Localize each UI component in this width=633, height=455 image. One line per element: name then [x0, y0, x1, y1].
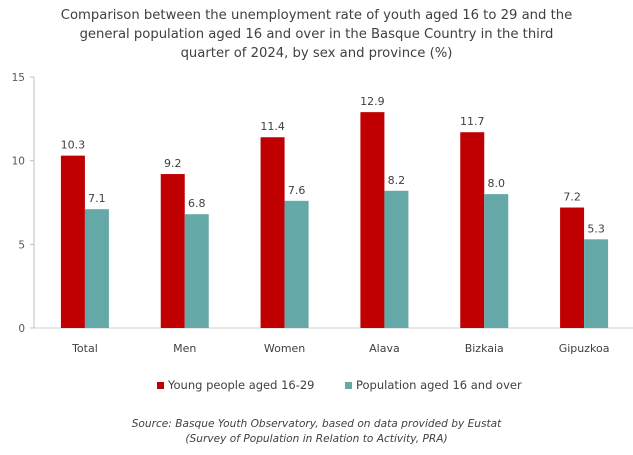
x-tick-label: Alava — [369, 342, 400, 355]
bar-population-women — [284, 200, 309, 328]
chart-title: Comparison between the unemployment rate… — [0, 6, 633, 63]
data-label: 7.1 — [88, 192, 106, 205]
bars — [60, 112, 609, 328]
legend-label-population: Population aged 16 and over — [356, 378, 522, 392]
x-tick-label: Total — [71, 342, 98, 355]
bar-population-alava — [384, 190, 409, 328]
y-tick-label: 5 — [18, 239, 25, 251]
data-label: 11.7 — [460, 115, 485, 128]
data-label: 6.8 — [188, 197, 206, 210]
y-tick-label: 0 — [18, 323, 25, 335]
data-label: 5.3 — [587, 222, 605, 235]
bar-population-total — [84, 209, 109, 328]
bar-population-bizkaia — [484, 194, 509, 328]
bar-young-men — [160, 174, 185, 328]
chart-title-line: Comparison between the unemployment rate… — [60, 8, 573, 23]
data-label: 12.9 — [360, 95, 385, 108]
y-tick-label: 10 — [12, 156, 25, 168]
bar-population-gipuzkoa — [584, 239, 609, 328]
data-label: 8.2 — [388, 174, 406, 187]
x-axis-ticks: Total Men Women Alava Bizkaia Gipuzkoa — [71, 342, 609, 355]
data-label: 10.3 — [61, 139, 86, 152]
source-note: Source: Basque Youth Observatory, based … — [0, 417, 633, 446]
x-tick-label: Men — [173, 342, 196, 355]
data-label: 8.0 — [488, 177, 506, 190]
legend: Young people aged 16-29 Population aged … — [0, 378, 633, 396]
data-label: 7.6 — [288, 184, 306, 197]
chart-title-line: quarter of 2024, by sex and province (%) — [180, 46, 453, 61]
data-labels: 10.3 7.1 9.2 6.8 11.4 7.6 12.9 8.2 11.7 8.0 7.2 5.3 — [61, 95, 605, 235]
data-label: 7.2 — [563, 191, 581, 204]
legend-swatch-population — [345, 381, 352, 389]
bar-chart: 0 5 10 15 10.3 7.1 9.2 6.8 11.4 7.6 12.9 8.2 11.7 8.… — [12, 72, 633, 355]
x-tick-label: Women — [264, 342, 305, 355]
source-line: Source: Basque Youth Observatory, based … — [131, 418, 502, 430]
data-label: 9.2 — [164, 157, 182, 170]
bar-young-bizkaia — [460, 132, 485, 328]
chart-title-line: general population aged 16 and over in t… — [79, 27, 554, 42]
bar-young-total — [60, 155, 85, 328]
bar-population-men — [184, 214, 209, 328]
y-tick-label: 15 — [12, 72, 25, 84]
legend-item-young: Young people aged 16-29 — [157, 378, 315, 392]
legend-label-young: Young people aged 16-29 — [168, 378, 315, 392]
y-axis-ticks: 0 5 10 15 — [12, 72, 34, 335]
bar-young-women — [260, 137, 285, 328]
x-tick-label: Gipuzkoa — [559, 342, 610, 355]
x-tick-label: Bizkaia — [465, 342, 504, 355]
legend-swatch-young — [157, 381, 164, 389]
source-line: (Survey of Population in Relation to Act… — [185, 432, 448, 445]
data-label: 11.4 — [260, 120, 285, 133]
legend-item-population: Population aged 16 and over — [345, 378, 522, 392]
bar-young-gipuzkoa — [560, 207, 585, 328]
bar-young-alava — [360, 112, 385, 328]
